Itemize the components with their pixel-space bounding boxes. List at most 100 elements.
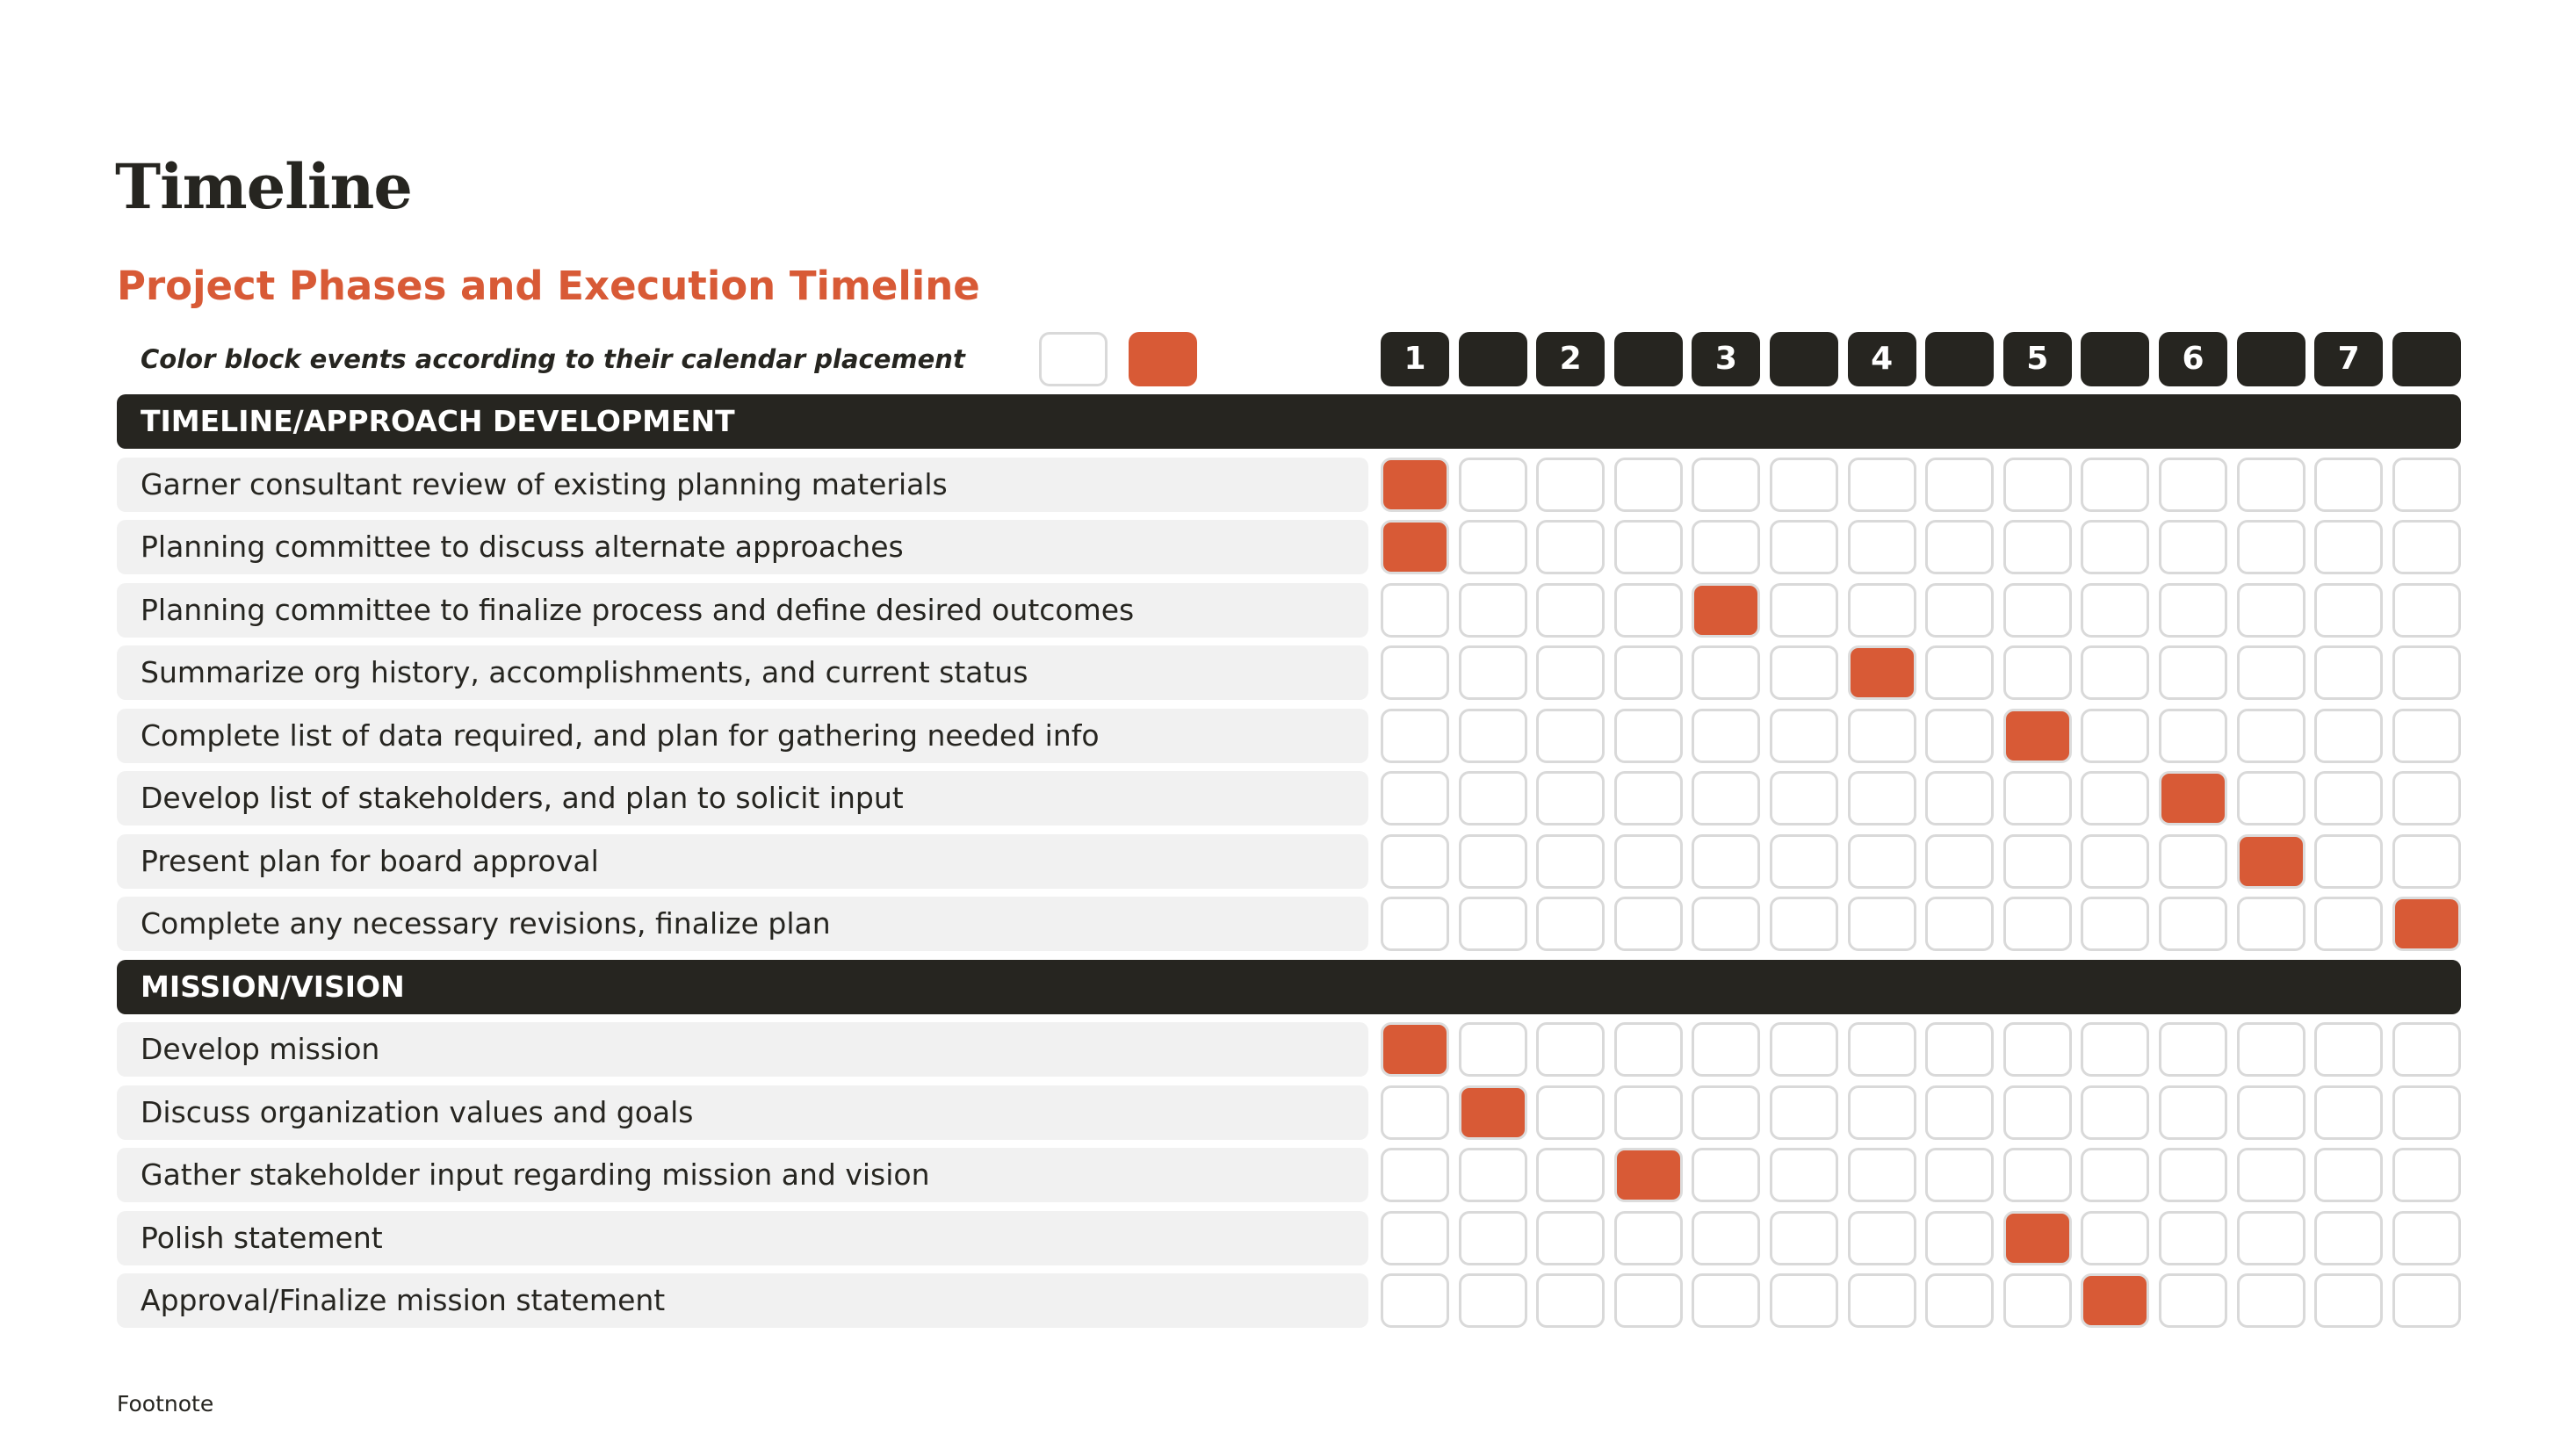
timeline-cell[interactable]	[2392, 1022, 2461, 1077]
timeline-cell[interactable]	[1458, 1022, 1527, 1077]
timeline-cell[interactable]	[1613, 708, 1683, 763]
timeline-cell[interactable]	[2002, 771, 2072, 825]
timeline-cell[interactable]	[2314, 1022, 2384, 1077]
timeline-cell[interactable]	[2159, 1273, 2227, 1328]
timeline-cell[interactable]	[2314, 457, 2384, 512]
timeline-cell[interactable]	[1692, 645, 1761, 700]
timeline-cell[interactable]	[1613, 645, 1683, 700]
timeline-cell[interactable]	[1613, 582, 1683, 638]
timeline-cell[interactable]	[1770, 1210, 1838, 1265]
timeline-cell[interactable]	[1847, 771, 1916, 825]
timeline-cell[interactable]	[1770, 582, 1838, 638]
timeline-cell[interactable]	[2081, 1210, 2150, 1265]
timeline-cell-filled[interactable]	[1458, 1085, 1527, 1140]
timeline-cell[interactable]	[2081, 1085, 2150, 1140]
timeline-cell[interactable]	[1770, 1148, 1838, 1202]
timeline-cell[interactable]	[1692, 1022, 1761, 1077]
timeline-cell[interactable]	[1536, 645, 1605, 700]
timeline-cell[interactable]	[2159, 1210, 2227, 1265]
timeline-cell[interactable]	[1770, 457, 1838, 512]
timeline-cell[interactable]	[2159, 1085, 2227, 1140]
timeline-cell[interactable]	[1847, 1022, 1916, 1077]
timeline-cell[interactable]	[1692, 833, 1761, 889]
timeline-cell[interactable]	[2159, 645, 2227, 700]
timeline-cell-filled[interactable]	[1381, 520, 1449, 574]
timeline-cell[interactable]	[2081, 897, 2150, 951]
timeline-cell[interactable]	[1770, 1085, 1838, 1140]
timeline-cell[interactable]	[1458, 833, 1527, 889]
timeline-cell[interactable]	[1770, 520, 1838, 574]
timeline-cell[interactable]	[1847, 457, 1916, 512]
timeline-cell[interactable]	[2314, 1273, 2384, 1328]
timeline-cell[interactable]	[2159, 520, 2227, 574]
timeline-cell[interactable]	[2081, 582, 2150, 638]
timeline-cell[interactable]	[1613, 833, 1683, 889]
timeline-cell[interactable]	[1458, 1273, 1527, 1328]
timeline-cell[interactable]	[2314, 771, 2384, 825]
timeline-cell[interactable]	[1925, 771, 1995, 825]
timeline-cell[interactable]	[2392, 833, 2461, 889]
timeline-cell[interactable]	[1458, 897, 1527, 951]
timeline-cell[interactable]	[1381, 708, 1449, 763]
timeline-cell[interactable]	[1847, 1273, 1916, 1328]
timeline-cell[interactable]	[2081, 708, 2150, 763]
timeline-cell[interactable]	[2314, 1148, 2384, 1202]
timeline-cell[interactable]	[2314, 582, 2384, 638]
timeline-cell[interactable]	[1692, 520, 1761, 574]
timeline-cell[interactable]	[1613, 1022, 1683, 1077]
timeline-cell[interactable]	[1925, 1273, 1995, 1328]
timeline-cell[interactable]	[1458, 1210, 1527, 1265]
timeline-cell[interactable]	[1692, 457, 1761, 512]
timeline-cell[interactable]	[2159, 1022, 2227, 1077]
timeline-cell[interactable]	[1381, 897, 1449, 951]
timeline-cell[interactable]	[1770, 645, 1838, 700]
timeline-cell[interactable]	[2236, 708, 2305, 763]
timeline-cell[interactable]	[2002, 645, 2072, 700]
timeline-cell[interactable]	[1381, 1148, 1449, 1202]
timeline-cell[interactable]	[1536, 897, 1605, 951]
timeline-cell[interactable]	[1458, 457, 1527, 512]
timeline-cell[interactable]	[1692, 1273, 1761, 1328]
timeline-cell[interactable]	[2236, 1022, 2305, 1077]
timeline-cell[interactable]	[1692, 897, 1761, 951]
timeline-cell[interactable]	[1458, 1148, 1527, 1202]
timeline-cell[interactable]	[2081, 645, 2150, 700]
timeline-cell[interactable]	[1536, 708, 1605, 763]
timeline-cell[interactable]	[1458, 582, 1527, 638]
timeline-cell[interactable]	[1925, 708, 1995, 763]
timeline-cell[interactable]	[1692, 1085, 1761, 1140]
timeline-cell[interactable]	[2392, 1210, 2461, 1265]
timeline-cell[interactable]	[1381, 582, 1449, 638]
timeline-cell-filled[interactable]	[2002, 1210, 2072, 1265]
timeline-cell[interactable]	[1847, 833, 1916, 889]
timeline-cell[interactable]	[2002, 833, 2072, 889]
timeline-cell[interactable]	[1613, 1273, 1683, 1328]
timeline-cell[interactable]	[2236, 1148, 2305, 1202]
timeline-cell[interactable]	[1770, 1022, 1838, 1077]
timeline-cell[interactable]	[1536, 1273, 1605, 1328]
timeline-cell[interactable]	[1770, 833, 1838, 889]
timeline-cell[interactable]	[1381, 1085, 1449, 1140]
timeline-cell[interactable]	[2236, 457, 2305, 512]
timeline-cell[interactable]	[1536, 1022, 1605, 1077]
timeline-cell[interactable]	[1613, 520, 1683, 574]
timeline-cell[interactable]	[2002, 1148, 2072, 1202]
timeline-cell[interactable]	[1381, 1210, 1449, 1265]
timeline-cell[interactable]	[1536, 520, 1605, 574]
timeline-cell-filled[interactable]	[1381, 1022, 1449, 1077]
timeline-cell-filled[interactable]	[1847, 645, 1916, 700]
timeline-cell[interactable]	[2159, 457, 2227, 512]
timeline-cell[interactable]	[2392, 708, 2461, 763]
timeline-cell[interactable]	[2392, 1085, 2461, 1140]
timeline-cell[interactable]	[1925, 582, 1995, 638]
timeline-cell[interactable]	[2392, 582, 2461, 638]
timeline-cell[interactable]	[2236, 582, 2305, 638]
timeline-cell[interactable]	[2002, 1022, 2072, 1077]
timeline-cell[interactable]	[1925, 1148, 1995, 1202]
timeline-cell[interactable]	[1692, 1148, 1761, 1202]
timeline-cell[interactable]	[2081, 1022, 2150, 1077]
timeline-cell[interactable]	[1458, 708, 1527, 763]
timeline-cell[interactable]	[1692, 708, 1761, 763]
timeline-cell[interactable]	[1536, 833, 1605, 889]
timeline-cell[interactable]	[2392, 457, 2461, 512]
